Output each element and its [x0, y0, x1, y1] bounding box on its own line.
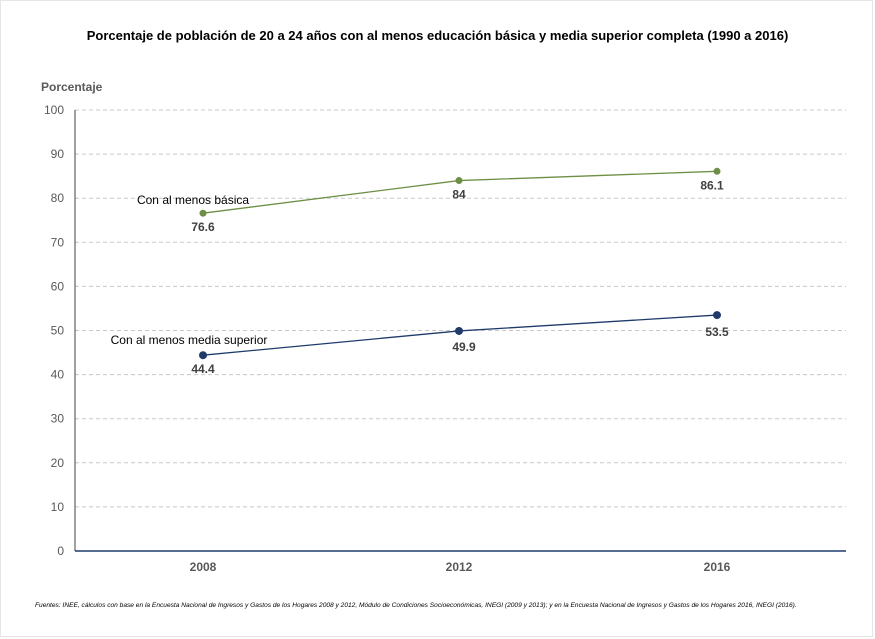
y-tick-label: 20 — [51, 456, 65, 470]
y-tick-label: 60 — [51, 279, 65, 293]
y-tick-label: 10 — [51, 500, 65, 514]
y-tick-label: 0 — [57, 544, 64, 558]
y-tick-label: 90 — [51, 147, 65, 161]
data-label: 76.6 — [191, 220, 215, 234]
x-tick-label: 2012 — [446, 560, 473, 574]
data-point — [455, 177, 463, 185]
series-label: Con al menos básica — [137, 193, 249, 207]
data-label: 53.5 — [705, 325, 729, 339]
y-tick-label: 40 — [51, 368, 65, 382]
y-tick-label: 80 — [51, 191, 65, 205]
data-point — [713, 167, 721, 175]
data-point — [199, 351, 207, 360]
y-tick-label: 70 — [51, 235, 65, 249]
data-label: 86.1 — [700, 178, 724, 192]
data-label: 84 — [452, 188, 466, 202]
data-label: 44.4 — [191, 362, 215, 376]
data-point — [199, 209, 207, 217]
data-label: 49.9 — [452, 340, 476, 354]
y-axis-label: Porcentaje — [41, 80, 103, 94]
series-label: Con al menos media superior — [111, 333, 268, 347]
x-tick-label: 2008 — [190, 560, 217, 574]
data-point — [455, 326, 463, 335]
source-note: Fuentes: INEE, cálculos con base en la E… — [35, 602, 797, 609]
data-point — [713, 311, 721, 320]
y-tick-label: 30 — [51, 412, 65, 426]
chart-title: Porcentaje de población de 20 a 24 años … — [86, 28, 789, 43]
y-tick-label: 50 — [51, 324, 65, 338]
x-tick-label: 2016 — [704, 560, 731, 574]
y-tick-label: 100 — [44, 103, 64, 117]
